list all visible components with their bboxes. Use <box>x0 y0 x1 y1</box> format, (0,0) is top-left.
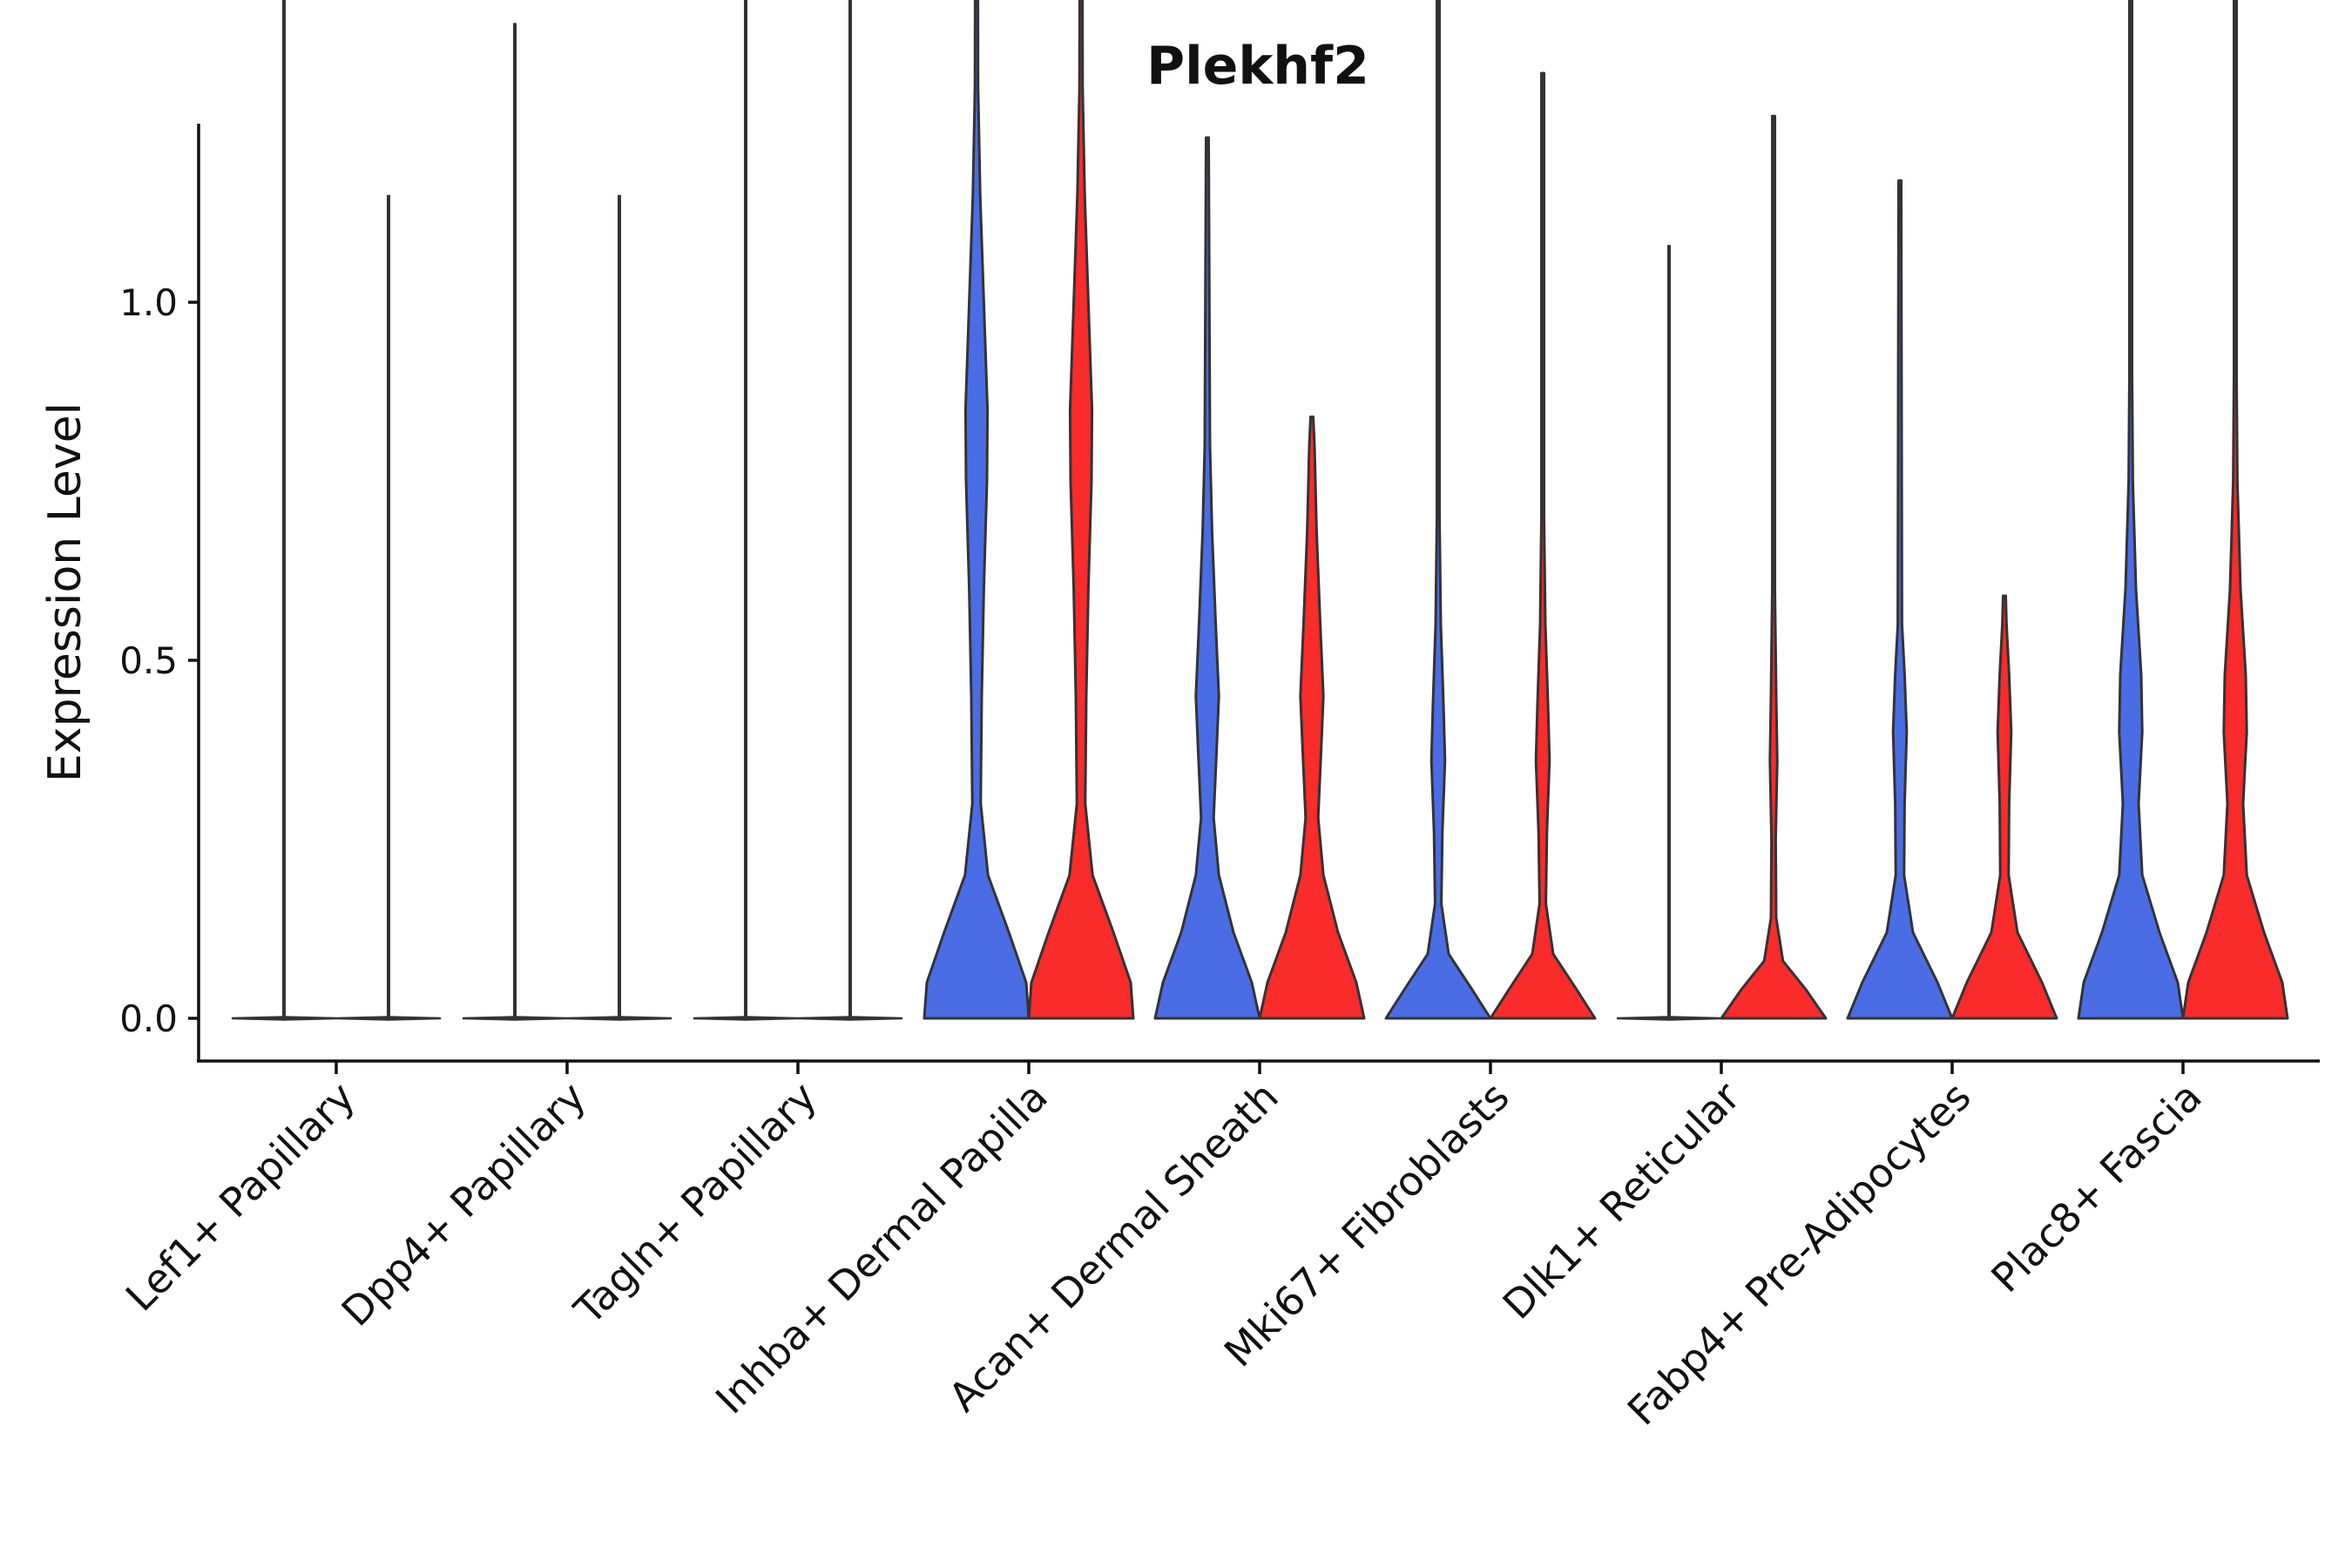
x-tick-label: Tagln+ Papillary <box>564 1073 826 1335</box>
violin-2 <box>1489 71 1597 1020</box>
violin-body <box>1384 0 1492 1020</box>
violin-body <box>1153 136 1261 1020</box>
violin-2 <box>1258 416 1366 1020</box>
violins <box>231 0 2289 1021</box>
violin-2 <box>1720 114 1828 1020</box>
y-tick-label: 0.0 <box>119 997 178 1040</box>
violin-body <box>1720 114 1828 1020</box>
violin-2 <box>1027 0 1135 1020</box>
x-tick-label: Plac8+ Fascia <box>1982 1073 2210 1301</box>
violin-body <box>2077 0 2185 1020</box>
violin-2 <box>566 194 672 1021</box>
violin-body <box>1027 0 1135 1020</box>
x-tick-label: Dlk1+ Reticular <box>1494 1073 1749 1328</box>
violin-body <box>2181 0 2289 1020</box>
violin-1 <box>462 23 568 1021</box>
violin-1 <box>1384 0 1492 1020</box>
y-tick-label: 1.0 <box>119 281 178 324</box>
violin-1 <box>231 0 337 1021</box>
y-ticks: 0.00.51.01.52.0 <box>119 281 199 1040</box>
y-axis-title: Expression Level <box>39 402 91 782</box>
violin-body <box>1846 179 1954 1020</box>
violin-2 <box>335 194 442 1021</box>
violin-1 <box>2077 0 2185 1020</box>
x-tick-label: Dpp4+ Papillary <box>333 1073 595 1335</box>
x-tick-label: Lef1+ Papillary <box>117 1073 364 1321</box>
violin-2 <box>797 0 903 1021</box>
violin-body <box>923 0 1031 1020</box>
y-tick-label: 0.5 <box>119 639 178 682</box>
violin-body <box>1258 416 1366 1020</box>
chart-title: Plekhf2 <box>1146 36 1369 97</box>
violin-2 <box>2181 0 2289 1020</box>
violin-1 <box>1846 179 1954 1020</box>
violin-1 <box>1616 245 1722 1021</box>
violin-body <box>1489 71 1597 1020</box>
violin-1 <box>693 0 799 1021</box>
axes <box>197 124 2320 1063</box>
violin-1 <box>923 0 1031 1020</box>
violin-1 <box>1153 136 1261 1020</box>
violin-2 <box>1950 594 2058 1020</box>
violin-body <box>1950 594 2058 1020</box>
